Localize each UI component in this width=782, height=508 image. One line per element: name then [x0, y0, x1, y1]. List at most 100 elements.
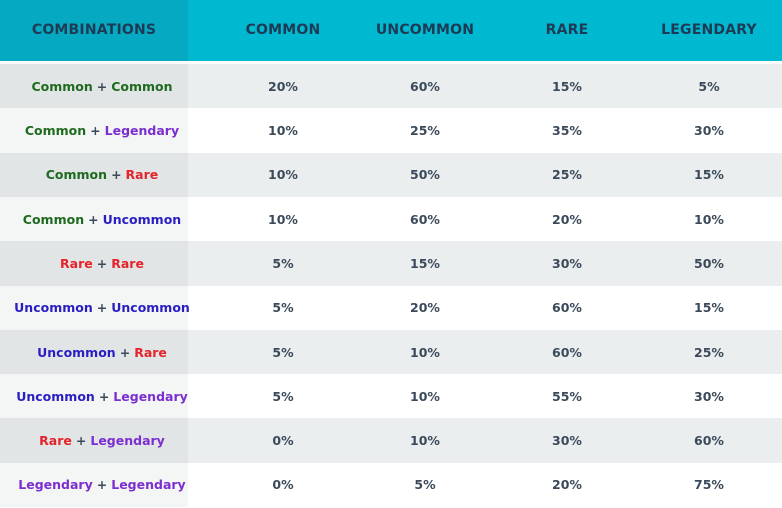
combination-cell: Uncommon + Legendary: [0, 374, 204, 419]
common-chance-cell: 5%: [272, 388, 294, 404]
combination-first-rarity: Legendary: [18, 477, 93, 493]
uncommon-chance-cell: 15%: [410, 255, 440, 271]
header-rare: RARE: [545, 22, 589, 38]
legendary-chance-cell: 60%: [694, 433, 724, 449]
table-row: Common + Common 20% 60% 15% 5%: [0, 64, 782, 109]
rare-chance-cell: 35%: [552, 123, 582, 139]
plus-sign: +: [98, 388, 110, 404]
combination-first-rarity: Uncommon: [14, 300, 93, 316]
combination-cell: Common + Legendary: [0, 108, 204, 153]
legendary-chance-cell: 25%: [694, 344, 724, 360]
plus-sign: +: [75, 433, 87, 449]
combination-second-rarity: Legendary: [113, 388, 188, 404]
combination-cell: Common + Common: [0, 64, 204, 109]
combination-first-rarity: Rare: [60, 255, 93, 271]
plus-sign: +: [90, 123, 101, 139]
legendary-chance-cell: 15%: [694, 300, 724, 316]
rare-chance-cell: 20%: [552, 477, 582, 493]
header-combinations: COMBINATIONS: [31, 22, 157, 38]
rare-chance-cell: 15%: [552, 78, 582, 94]
uncommon-chance-cell: 10%: [410, 344, 440, 360]
rare-chance-cell: 20%: [552, 211, 582, 227]
combination-second-rarity: Legendary: [104, 123, 180, 139]
combination-cell-bg: [0, 374, 188, 419]
combination-cell-bg: [0, 418, 188, 463]
combination-first-rarity: Uncommon: [16, 388, 95, 404]
header-common: COMMON: [245, 22, 321, 38]
combination-cell-bg: [0, 462, 188, 508]
plus-sign: +: [96, 300, 108, 316]
combination-second-rarity: Rare: [125, 167, 159, 183]
uncommon-chance-cell: 60%: [410, 78, 440, 94]
common-chance-cell: 10%: [268, 167, 298, 183]
combination-first-rarity: Common: [45, 167, 108, 183]
common-chance-cell: 5%: [272, 344, 294, 360]
combination-cell: Common + Uncommon: [0, 197, 204, 242]
table-header: COMBINATIONS COMMON UNCOMMON RARE LEGEND…: [0, 0, 782, 61]
combination-second-rarity: Legendary: [90, 433, 165, 449]
uncommon-chance-cell: 60%: [410, 211, 440, 227]
combination-first-rarity: Uncommon: [37, 344, 116, 360]
combination-cell: Uncommon + Uncommon: [0, 286, 204, 331]
header-legendary: LEGENDARY: [661, 22, 757, 38]
rare-chance-cell: 55%: [552, 388, 582, 404]
combination-cell-bg: [0, 152, 188, 198]
uncommon-chance-cell: 25%: [410, 123, 440, 139]
legendary-chance-cell: 10%: [694, 211, 724, 227]
plus-sign: +: [96, 477, 108, 493]
plus-sign: +: [119, 344, 131, 360]
combination-cell: Legendary + Legendary: [0, 463, 204, 508]
combination-first-rarity: Common: [31, 78, 93, 94]
rare-chance-cell: 60%: [552, 300, 582, 316]
table-row: Uncommon + Rare 5% 10% 60% 25%: [0, 329, 782, 375]
uncommon-chance-cell: 10%: [410, 388, 440, 404]
uncommon-chance-cell: 10%: [410, 433, 440, 449]
table-row: Common + Rare 10% 50% 25% 15%: [0, 152, 782, 198]
legendary-chance-cell: 15%: [694, 167, 724, 183]
legendary-chance-cell: 30%: [694, 388, 724, 404]
plus-sign: +: [96, 255, 108, 271]
combination-cell-bg: [0, 108, 188, 153]
combination-first-rarity: Common: [24, 123, 87, 139]
uncommon-chance-cell: 5%: [414, 477, 436, 493]
uncommon-chance-cell: 20%: [410, 300, 440, 316]
table-row: Uncommon + Uncommon 5% 20% 60% 15%: [0, 285, 782, 331]
common-chance-cell: 5%: [272, 255, 294, 271]
combination-second-rarity: Rare: [134, 344, 167, 360]
table-row: Common + Uncommon 10% 60% 20% 10%: [0, 196, 782, 242]
combination-cell: Common + Rare: [0, 153, 204, 198]
combination-cell-bg: [0, 241, 188, 286]
combination-second-rarity: Common: [111, 78, 173, 94]
combination-cell: Rare + Rare: [0, 241, 204, 286]
rare-chance-cell: 30%: [552, 255, 582, 271]
header-uncommon: UNCOMMON: [375, 22, 475, 38]
common-chance-cell: 0%: [272, 433, 294, 449]
combination-second-rarity: Legendary: [111, 477, 186, 493]
common-chance-cell: 10%: [268, 211, 298, 227]
table-row: Rare + Legendary 0% 10% 30% 60%: [0, 418, 782, 463]
plus-sign: +: [88, 211, 99, 227]
combination-cell-bg: [0, 329, 188, 375]
combination-cell: Uncommon + Rare: [0, 330, 204, 375]
table-row: Legendary + Legendary 0% 5% 20% 75%: [0, 462, 782, 508]
uncommon-chance-cell: 50%: [410, 167, 440, 183]
table-row: Uncommon + Legendary 5% 10% 55% 30%: [0, 374, 782, 419]
rare-chance-cell: 30%: [552, 433, 582, 449]
rare-chance-cell: 25%: [552, 167, 582, 183]
rare-chance-cell: 60%: [552, 344, 582, 360]
combination-cell-bg: [0, 285, 188, 330]
common-chance-cell: 20%: [268, 78, 298, 94]
legendary-chance-cell: 5%: [698, 78, 720, 94]
combination-second-rarity: Uncommon: [111, 300, 190, 316]
combination-cell: Rare + Legendary: [0, 418, 204, 463]
common-chance-cell: 10%: [268, 123, 298, 139]
plus-sign: +: [111, 167, 122, 183]
common-chance-cell: 0%: [272, 477, 294, 493]
table-row: Common + Legendary 10% 25% 35% 30%: [0, 108, 782, 153]
combination-cell-bg: [0, 196, 188, 242]
table-row: Rare + Rare 5% 15% 30% 50%: [0, 241, 782, 286]
combination-second-rarity: Rare: [111, 255, 144, 271]
legendary-chance-cell: 75%: [694, 477, 724, 493]
legendary-chance-cell: 50%: [694, 255, 724, 271]
